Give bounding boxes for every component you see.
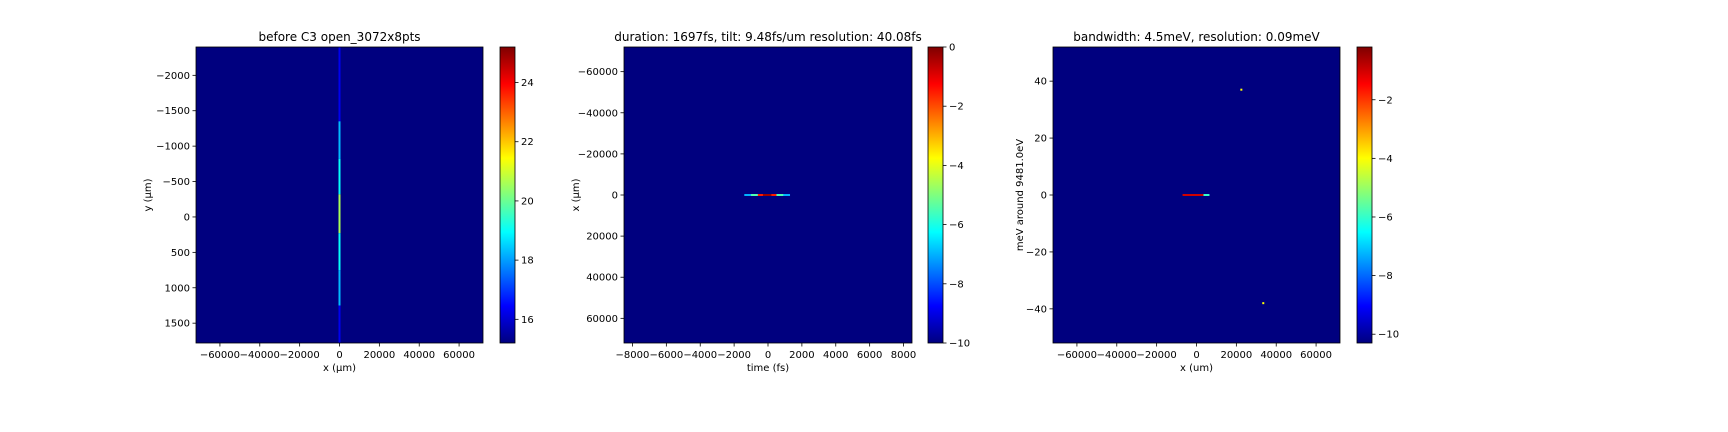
chart-title: bandwidth: 4.5meV, resolution: 0.09meV [1073, 30, 1320, 44]
y-tick-label: −1000 [156, 142, 190, 153]
heatmap-feature-6 [338, 270, 341, 306]
y-tick-label: 40 [1034, 77, 1047, 88]
colorbar-tick-label: −2 [949, 102, 964, 113]
colorbar-tick-label: 16 [521, 315, 534, 326]
y-tick-label: 0 [1041, 191, 1047, 202]
y-tick-label: −1500 [156, 106, 190, 117]
y-tick-label: 1000 [165, 283, 190, 294]
y-tick-label: 60000 [586, 314, 618, 325]
colorbar-tick-label: −10 [1378, 330, 1399, 341]
heatmap-feature-3 [338, 158, 341, 195]
panel-3: −60000 −40000 −20000 0 20000 40000 60000−40−20… [1015, 30, 1399, 374]
y-tick-label: −20000 [578, 149, 618, 160]
heatmap-feature-2 [338, 121, 341, 159]
heatmap-feature-5 [338, 233, 341, 271]
x-tick-label: −6000 [649, 350, 683, 361]
x-tick-label: −4000 [683, 350, 717, 361]
heatmap-feature-4 [338, 194, 341, 234]
x-axis-label: x (μm) [323, 363, 356, 374]
y-tick-label: −40000 [578, 108, 618, 119]
colorbar-tick-label: 0 [949, 43, 955, 54]
heatmap-feature-1 [1182, 194, 1210, 196]
y-axis-label: y (μm) [143, 178, 154, 211]
x-tick-label: −60000 [200, 350, 240, 361]
colorbar-tick-label: 24 [521, 78, 534, 89]
x-tick-label: −8000 [616, 350, 650, 361]
colorbar-tick-label: 20 [521, 196, 534, 207]
y-tick-label: 500 [171, 248, 190, 259]
x-tick-label: −40000 [1097, 350, 1137, 361]
panel-1: −60000 −40000 −20000 0 20000 40000 60000 −2000 −… [143, 30, 534, 374]
y-tick-label: −2000 [156, 71, 190, 82]
y-tick-label: 0 [612, 191, 618, 202]
x-tick-label: 0 [765, 350, 771, 361]
chart-title: duration: 1697fs, tilt: 9.48fs/um resolu… [614, 30, 922, 44]
x-tick-label: 0 [1193, 350, 1199, 361]
x-tick-label: 6000 [857, 350, 882, 361]
x-tick-label: 4000 [823, 350, 848, 361]
x-tick-label: 20000 [363, 350, 395, 361]
heatmap-feature-3 [1240, 88, 1243, 91]
colorbar [927, 46, 944, 344]
heatmap-feature-4 [1262, 302, 1265, 305]
colorbar-tick-label: −6 [949, 220, 964, 231]
y-axis-label: meV around 9481.0eV [1015, 139, 1026, 251]
y-tick-label: 20000 [586, 232, 618, 243]
y-tick-label: −40 [1026, 304, 1047, 315]
y-tick-label: 20 [1034, 134, 1047, 145]
colorbar-tick-label: −8 [949, 279, 964, 290]
y-tick-label: 40000 [586, 273, 618, 284]
colorbar [1356, 46, 1373, 344]
x-tick-label: 20000 [1220, 350, 1252, 361]
x-tick-label: 40000 [1260, 350, 1292, 361]
x-tick-label: −2000 [717, 350, 751, 361]
chart-title: before C3 open_3072x8pts [258, 30, 420, 44]
x-tick-label: 60000 [1300, 350, 1332, 361]
y-tick-label: 0 [184, 212, 190, 223]
x-tick-label: 0 [336, 350, 342, 361]
y-tick-label: −20 [1026, 247, 1047, 258]
panel-2: −8000 −6000 −4000 −2000 0 2000 4000 6000 8000−60… [571, 30, 970, 374]
y-tick-label: −60000 [578, 67, 618, 78]
x-tick-label: −20000 [280, 350, 320, 361]
colorbar [499, 46, 516, 344]
x-tick-label: −40000 [240, 350, 280, 361]
heatmap-feature-2 [1203, 194, 1210, 196]
colorbar-tick-label: 18 [521, 256, 534, 267]
y-tick-label: −500 [163, 177, 190, 188]
x-tick-label: −20000 [1137, 350, 1177, 361]
x-tick-label: 60000 [443, 350, 475, 361]
colorbar-tick-label: −4 [1378, 154, 1393, 165]
colorbar-tick-label: 22 [521, 137, 534, 148]
colorbar-tick-label: −10 [949, 339, 970, 350]
colorbar-tick-label: −4 [949, 161, 964, 172]
colorbar-tick-label: −2 [1378, 95, 1393, 106]
x-tick-label: −60000 [1057, 350, 1097, 361]
heatmap-feature-4 [762, 194, 772, 196]
x-tick-label: 2000 [789, 350, 814, 361]
colorbar-tick-label: −6 [1378, 212, 1393, 223]
x-axis-label: time (fs) [747, 363, 789, 374]
x-tick-label: 8000 [891, 350, 916, 361]
y-tick-label: 1500 [165, 319, 190, 330]
colorbar-tick-label: −8 [1378, 271, 1393, 282]
x-axis-label: x (um) [1180, 363, 1213, 374]
x-tick-label: 40000 [403, 350, 435, 361]
y-axis-label: x (μm) [571, 178, 582, 211]
